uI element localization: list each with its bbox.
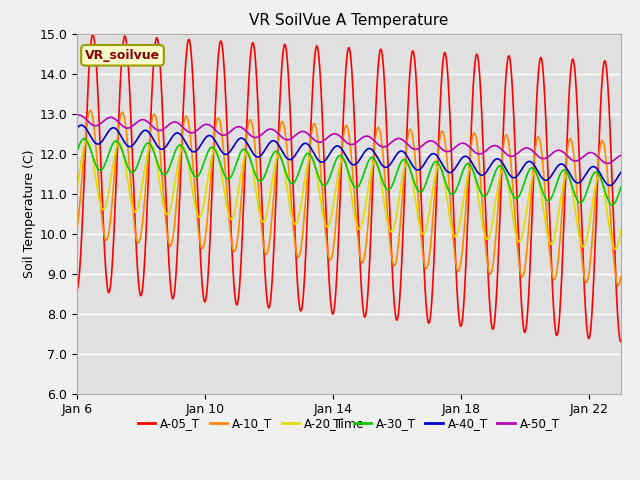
A-20_T [163,211,170,217]
A-20_T [611,246,619,252]
A-40_T [163,143,170,149]
A-50_T [617,152,625,158]
A-30_T [497,164,505,169]
A-20_T [497,168,505,174]
A-50_T [209,125,217,131]
A-30_T [80,136,88,142]
A-30_T [73,149,81,155]
A-05_T [365,265,373,271]
A-10_T [194,223,202,228]
A-20_T [617,227,625,233]
A-40_T [606,182,614,188]
A-30_T [365,157,373,163]
A-40_T [194,146,202,152]
Line: A-05_T: A-05_T [77,35,621,342]
A-50_T [365,134,373,140]
A-05_T [73,287,81,292]
A-05_T [497,174,505,180]
A-10_T [86,108,94,113]
A-10_T [88,112,96,118]
A-40_T [365,145,373,151]
X-axis label: Time: Time [333,418,364,431]
A-20_T [209,149,217,155]
Line: A-20_T: A-20_T [77,140,621,249]
A-20_T [83,137,91,143]
Text: VR_soilvue: VR_soilvue [85,49,160,62]
A-10_T [163,226,170,232]
Legend: A-05_T, A-10_T, A-20_T, A-30_T, A-40_T, A-50_T: A-05_T, A-10_T, A-20_T, A-30_T, A-40_T, … [133,412,564,434]
A-30_T [194,173,202,179]
A-30_T [163,170,170,176]
A-10_T [497,161,505,167]
A-10_T [73,227,81,233]
A-50_T [163,124,170,130]
Line: A-50_T: A-50_T [77,115,621,163]
A-50_T [88,122,96,128]
A-20_T [365,178,373,184]
A-10_T [365,205,373,211]
A-05_T [209,158,217,164]
A-40_T [617,169,625,175]
A-30_T [608,202,616,208]
A-20_T [73,186,81,192]
A-40_T [497,158,505,164]
A-10_T [614,282,622,288]
Line: A-40_T: A-40_T [77,125,621,185]
A-40_T [77,122,85,128]
A-20_T [194,213,202,219]
A-50_T [194,127,202,132]
A-05_T [88,34,95,40]
A-30_T [88,152,96,157]
A-50_T [73,112,81,118]
A-10_T [617,274,625,280]
A-30_T [617,185,625,191]
A-05_T [89,32,97,37]
Line: A-30_T: A-30_T [77,139,621,205]
A-05_T [617,339,625,345]
Y-axis label: Soil Temperature (C): Soil Temperature (C) [24,149,36,278]
A-50_T [497,146,505,152]
A-05_T [194,195,202,201]
A-40_T [209,135,217,141]
Line: A-10_T: A-10_T [77,110,621,285]
A-10_T [209,144,217,150]
A-30_T [209,144,217,150]
A-05_T [163,208,170,214]
A-50_T [75,112,83,118]
A-40_T [88,136,96,142]
A-40_T [73,126,81,132]
A-50_T [604,160,611,166]
Title: VR SoilVue A Temperature: VR SoilVue A Temperature [249,13,449,28]
A-20_T [88,153,96,158]
